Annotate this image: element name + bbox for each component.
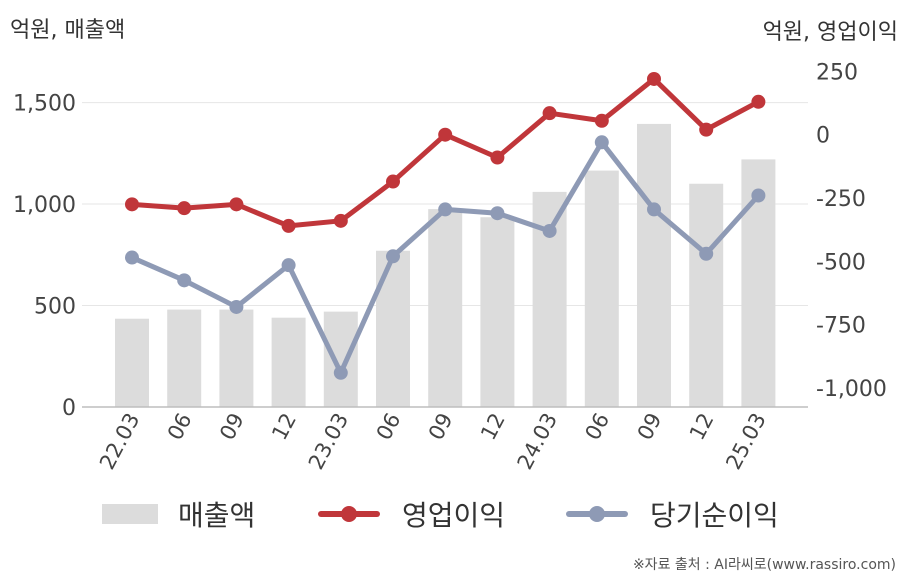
point-operating-profit [594,113,609,128]
x-tick-label: 09 [633,409,667,444]
y-right-tick-label: -250 [816,187,866,212]
bar-sales [376,250,410,407]
x-tick-label: 12 [476,409,510,444]
point-operating-profit [229,197,244,212]
left-axis-unit: 억원, 매출액 [10,18,126,43]
point-operating-profit [177,201,192,216]
y-left-tick-label: 500 [34,295,76,320]
point-net-income [386,249,400,264]
point-net-income [647,202,661,217]
legend-item-sales: 매출액 [102,492,255,536]
x-tick-label: 06 [163,409,197,444]
point-operating-profit [490,150,505,165]
legend-swatch-sales [102,504,158,524]
legend-swatch-operating-profit [318,504,380,524]
x-tick-label: 06 [372,409,406,444]
combo-chart: 0 500 1,000 1,500 -1,000 -750 -500 -250 0 250 22.0… [13,60,887,473]
bar-sales [167,309,202,407]
point-operating-profit [438,127,453,142]
bar-sales [115,318,149,407]
x-tick-label: 25.03 [721,409,770,473]
point-operating-profit [333,213,348,228]
x-tick-label: 12 [685,409,719,444]
y-right-tick-label: -1,000 [816,377,887,402]
x-tick-label: 12 [267,409,301,444]
bar-sales [428,209,463,407]
bar-sales [584,170,619,407]
point-net-income [699,246,714,261]
point-net-income [125,250,139,265]
y-left-tick-label: 0 [62,396,76,421]
point-operating-profit [647,71,661,86]
point-operating-profit [386,174,400,189]
y-right-tick-label: 250 [816,60,858,85]
point-net-income [229,299,244,314]
point-net-income [177,273,192,288]
x-tick-label: 23.03 [304,409,353,473]
legend-label-net-income: 당기순이익 [650,499,779,532]
y-left-tick-label: 1,500 [13,92,76,117]
bar-series-sales [115,123,776,407]
bar-sales [323,311,358,407]
bar-sales [219,309,254,407]
x-tick-label: 22.03 [95,409,144,473]
legend: 매출액 영업이익 당기순이익 [0,492,908,536]
bar-sales [689,183,724,407]
point-operating-profit [699,122,714,137]
x-tick-label: 09 [215,409,249,444]
y-right-tick-label: -500 [816,250,866,275]
legend-swatch-net-income [566,504,628,524]
point-operating-profit [542,106,557,121]
x-tick-label: 06 [580,409,614,444]
point-operating-profit [281,218,296,233]
point-net-income [542,223,557,238]
point-net-income [333,365,348,380]
point-operating-profit [125,197,139,212]
y-left-tick-label: 1,000 [13,193,76,218]
source-note: ※자료 출처 : AI라씨로(www.rassiro.com) [632,557,896,573]
point-net-income [281,258,296,273]
x-tick-label: 09 [424,409,458,444]
right-axis-unit: 억원, 영업이익 [762,20,898,45]
point-net-income [751,188,766,203]
line-series [125,71,766,380]
x-tick-label: 24.03 [513,409,562,473]
legend-label-operating-profit: 영업이익 [402,499,506,532]
point-operating-profit [751,94,766,109]
legend-item-net-income: 당기순이익 [566,492,779,536]
y-right-tick-label: 0 [816,124,830,149]
bar-sales [271,317,306,407]
legend-item-operating-profit: 영업이익 [318,492,505,536]
bar-sales [637,123,671,407]
point-net-income [438,202,453,217]
y-right-tick-label: -750 [816,314,866,339]
point-net-income [594,135,609,150]
bar-sales [480,217,515,407]
legend-label-sales: 매출액 [178,499,256,532]
point-net-income [490,206,505,221]
